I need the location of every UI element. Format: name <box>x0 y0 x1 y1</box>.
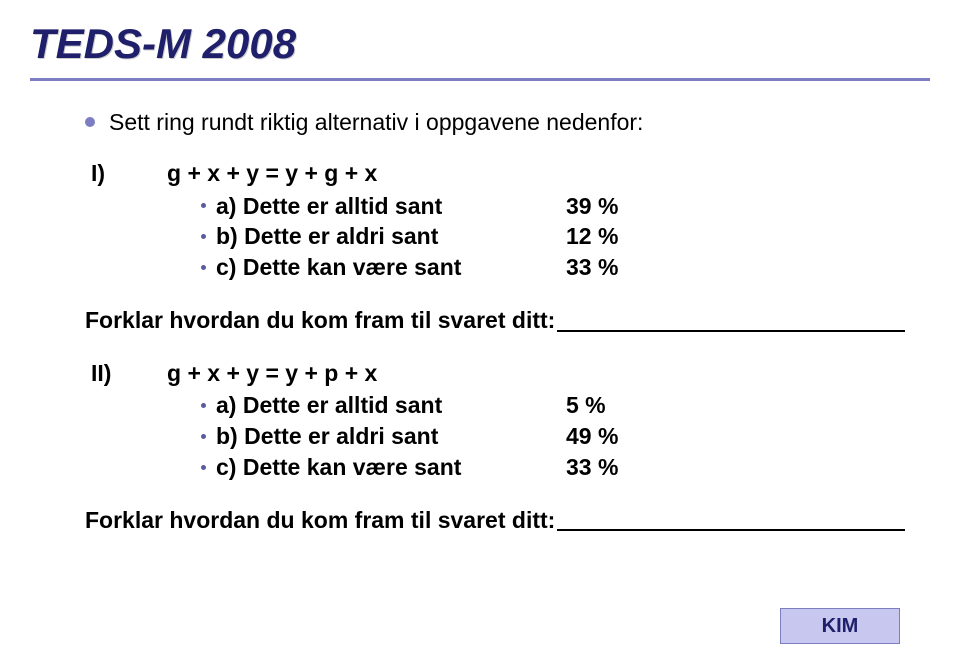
q2-options: a) Dette er alltid sant 5 % b) Dette er … <box>91 391 905 481</box>
q2-option-a: a) Dette er alltid sant 5 % <box>91 391 905 420</box>
slide: TEDS-M 2008 Sett ring rundt riktig alter… <box>0 0 960 672</box>
q2-option-b-text: b) Dette er aldri sant <box>216 422 566 451</box>
q2-option-a-text: a) Dette er alltid sant <box>216 391 566 420</box>
q1-option-b-text: b) Dette er aldri sant <box>216 222 566 251</box>
slide-title: TEDS-M 2008 <box>30 20 296 68</box>
option-bullet-icon <box>201 465 206 470</box>
explain-2-line <box>557 529 905 531</box>
kim-label: KIM <box>822 615 859 638</box>
q2-option-c-pct: 33 % <box>566 453 618 482</box>
bullet-icon <box>85 117 95 127</box>
q2-label: II) <box>91 359 167 388</box>
explain-2-label: Forklar hvordan du kom fram til svaret d… <box>85 506 555 535</box>
q1-option-a-pct: 39 % <box>566 192 618 221</box>
q1-option-a-text: a) Dette er alltid sant <box>216 192 566 221</box>
intro-line: Sett ring rundt riktig alternativ i oppg… <box>85 108 905 137</box>
option-bullet-icon <box>201 203 206 208</box>
option-bullet-icon <box>201 234 206 239</box>
content-area: Sett ring rundt riktig alternativ i oppg… <box>85 108 905 534</box>
explain-1-line <box>557 330 905 332</box>
explain-1: Forklar hvordan du kom fram til svaret d… <box>85 306 905 335</box>
q1-option-c: c) Dette kan være sant 33 % <box>91 253 905 282</box>
option-bullet-icon <box>201 434 206 439</box>
q2-option-a-pct: 5 % <box>566 391 606 420</box>
q2-option-c-text: c) Dette kan være sant <box>216 453 566 482</box>
question-1: I) g + x + y = y + g + x a) Dette er all… <box>91 159 905 282</box>
q2-option-c: c) Dette kan være sant 33 % <box>91 453 905 482</box>
q1-option-b-pct: 12 % <box>566 222 618 251</box>
q1-option-b: b) Dette er aldri sant 12 % <box>91 222 905 251</box>
q1-expression: g + x + y = y + g + x <box>167 159 377 188</box>
question-2: II) g + x + y = y + p + x a) Dette er al… <box>91 359 905 482</box>
explain-1-label: Forklar hvordan du kom fram til svaret d… <box>85 306 555 335</box>
option-bullet-icon <box>201 403 206 408</box>
q1-option-c-pct: 33 % <box>566 253 618 282</box>
q1-header: I) g + x + y = y + g + x <box>91 159 905 188</box>
q1-option-a: a) Dette er alltid sant 39 % <box>91 192 905 221</box>
kim-badge: KIM <box>780 608 900 644</box>
q2-option-b-pct: 49 % <box>566 422 618 451</box>
q2-option-b: b) Dette er aldri sant 49 % <box>91 422 905 451</box>
explain-2: Forklar hvordan du kom fram til svaret d… <box>85 506 905 535</box>
title-underline <box>30 78 930 81</box>
q1-label: I) <box>91 159 167 188</box>
q2-expression: g + x + y = y + p + x <box>167 359 377 388</box>
q2-header: II) g + x + y = y + p + x <box>91 359 905 388</box>
q1-options: a) Dette er alltid sant 39 % b) Dette er… <box>91 192 905 282</box>
intro-text: Sett ring rundt riktig alternativ i oppg… <box>109 108 643 137</box>
option-bullet-icon <box>201 265 206 270</box>
q1-option-c-text: c) Dette kan være sant <box>216 253 566 282</box>
